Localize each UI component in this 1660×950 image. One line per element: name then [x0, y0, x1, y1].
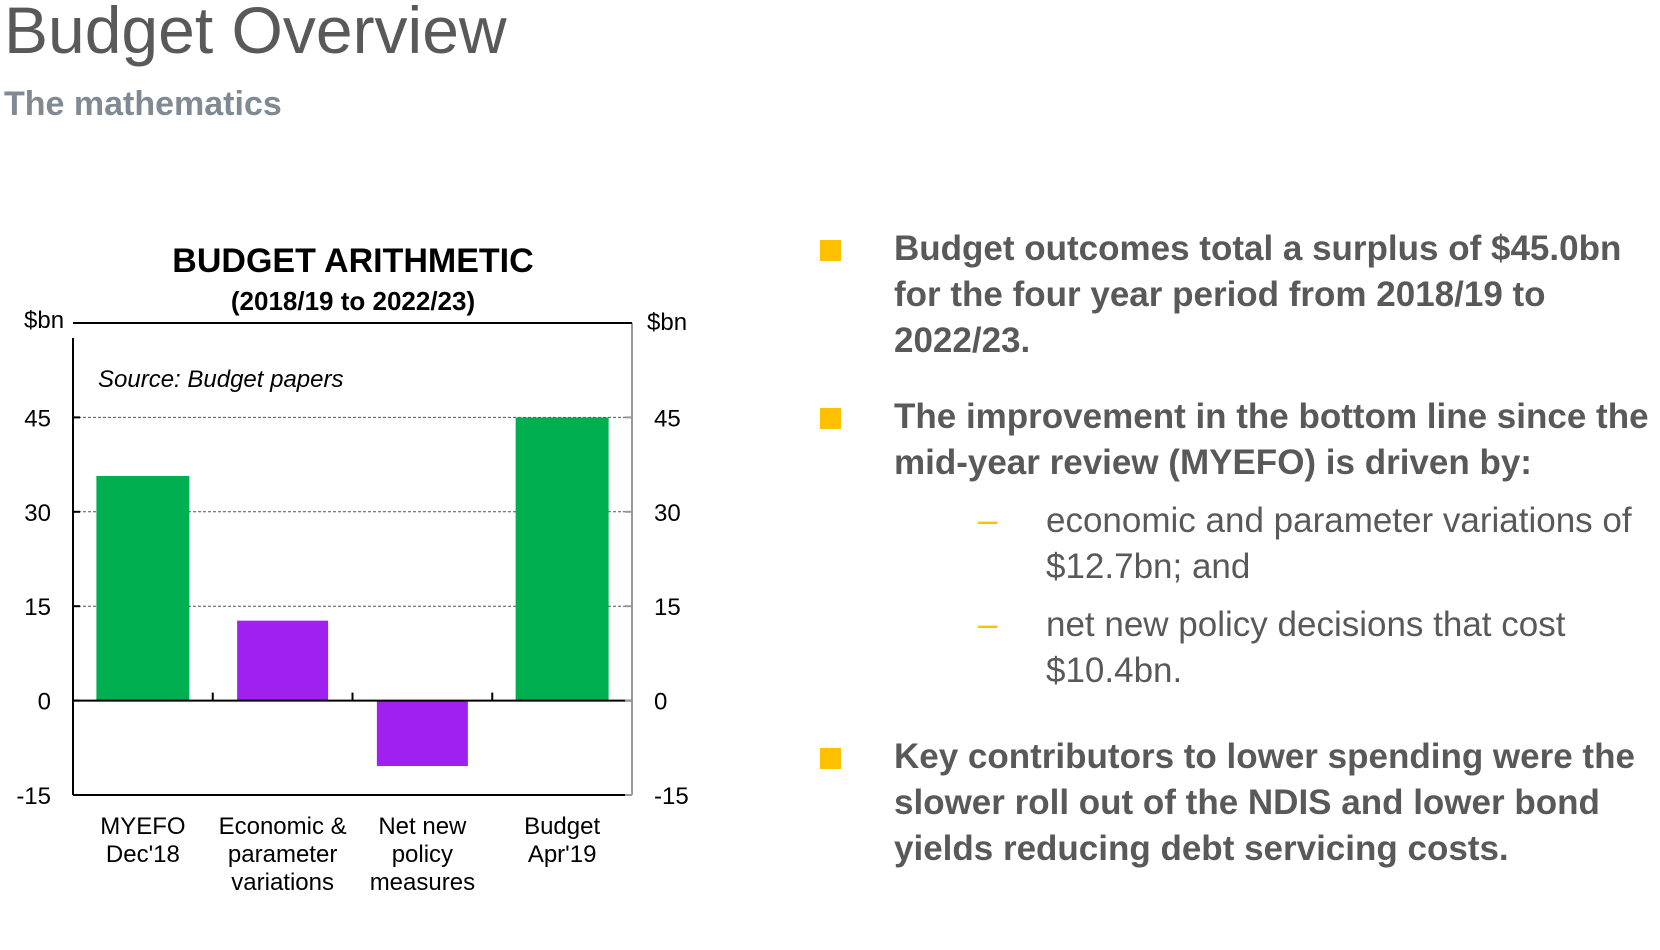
y-tick-label-left: 0: [38, 689, 51, 716]
chart-title: BUDGET ARITHMETIC: [172, 242, 533, 280]
y-tick-label-left: 15: [24, 594, 51, 621]
y-tick-label-left: 45: [24, 405, 51, 432]
sub-bullet-text: economic and parameter variations of $12…: [1046, 501, 1632, 586]
category-label-line: Dec'18: [106, 841, 180, 868]
axes: [72, 322, 633, 796]
category-label-line: measures: [370, 869, 475, 896]
bullet-item: Key contributors to lower spending were …: [820, 734, 1650, 872]
dash-bullet-icon: –: [978, 501, 998, 540]
sub-bullet-text: net new policy decisions that cost $10.4…: [1046, 605, 1566, 690]
category-label: Economic & parameter variations: [219, 813, 347, 896]
y-tick-label-right: 45: [654, 405, 681, 432]
bar: [237, 620, 329, 701]
square-bullet-icon: [820, 748, 841, 769]
bullet-text: The improvement in the bottom line since…: [894, 397, 1649, 482]
bars: [96, 417, 609, 767]
y-tick-label-right: 0: [654, 689, 667, 716]
bullet-list: Budget outcomes total a surplus of $45.0…: [820, 226, 1650, 902]
right-tick-labels: -15 0 15 30 45: [654, 405, 689, 810]
bullet-text: Key contributors to lower spending were …: [894, 737, 1635, 868]
category-label-line: policy: [392, 841, 453, 868]
sub-bullet-item: – economic and parameter variations of $1…: [894, 498, 1650, 590]
right-axis-unit: $bn: [647, 309, 687, 336]
y-tick-label-left: -15: [16, 783, 51, 810]
left-tick-labels: -15 0 15 30 45: [16, 405, 51, 810]
square-bullet-icon: [820, 408, 841, 429]
square-bullet-icon: [820, 240, 841, 261]
category-label-line: parameter: [228, 841, 337, 868]
y-tick-label-right: 15: [654, 594, 681, 621]
category-label-line: Net new: [378, 813, 467, 840]
category-label-line: MYEFO: [100, 813, 185, 840]
page-subtitle: The mathematics: [4, 85, 282, 123]
category-label: MYEFO Dec'18: [100, 813, 185, 868]
sub-bullet-item: – net new policy decisions that cost $10.…: [894, 602, 1650, 694]
bullet-item: The improvement in the bottom line since…: [820, 394, 1650, 694]
bar: [96, 475, 190, 701]
category-label-line: Apr'19: [528, 841, 597, 868]
left-axis-unit: $bn: [24, 307, 64, 334]
budget-arithmetic-chart: BUDGET ARITHMETIC (2018/19 to 2022/23) $…: [16, 242, 689, 896]
category-label-line: variations: [231, 869, 334, 896]
chart-subtitle: (2018/19 to 2022/23): [231, 286, 475, 316]
category-label: Budget Apr'19: [524, 813, 600, 868]
page-title: Budget Overview: [4, 0, 507, 67]
y-tick-label-left: 30: [24, 500, 51, 527]
bullet-item: Budget outcomes total a surplus of $45.0…: [820, 226, 1650, 364]
category-label: Net new policy measures: [370, 813, 475, 896]
category-label-line: Budget: [524, 813, 600, 840]
dash-bullet-icon: –: [978, 605, 998, 644]
y-tick-label-right: 30: [654, 500, 681, 527]
category-labels: MYEFO Dec'18 Economic & parameter variations…: [100, 813, 600, 896]
bullet-text: Budget outcomes total a surplus of $45.0…: [894, 229, 1622, 360]
source-note: Source: Budget papers: [98, 366, 344, 393]
bar: [376, 700, 468, 767]
category-label-line: Economic &: [219, 813, 347, 840]
sub-bullet-list: – economic and parameter variations of $1…: [894, 498, 1650, 694]
y-tick-label-right: -15: [654, 783, 689, 810]
bar: [515, 417, 609, 701]
